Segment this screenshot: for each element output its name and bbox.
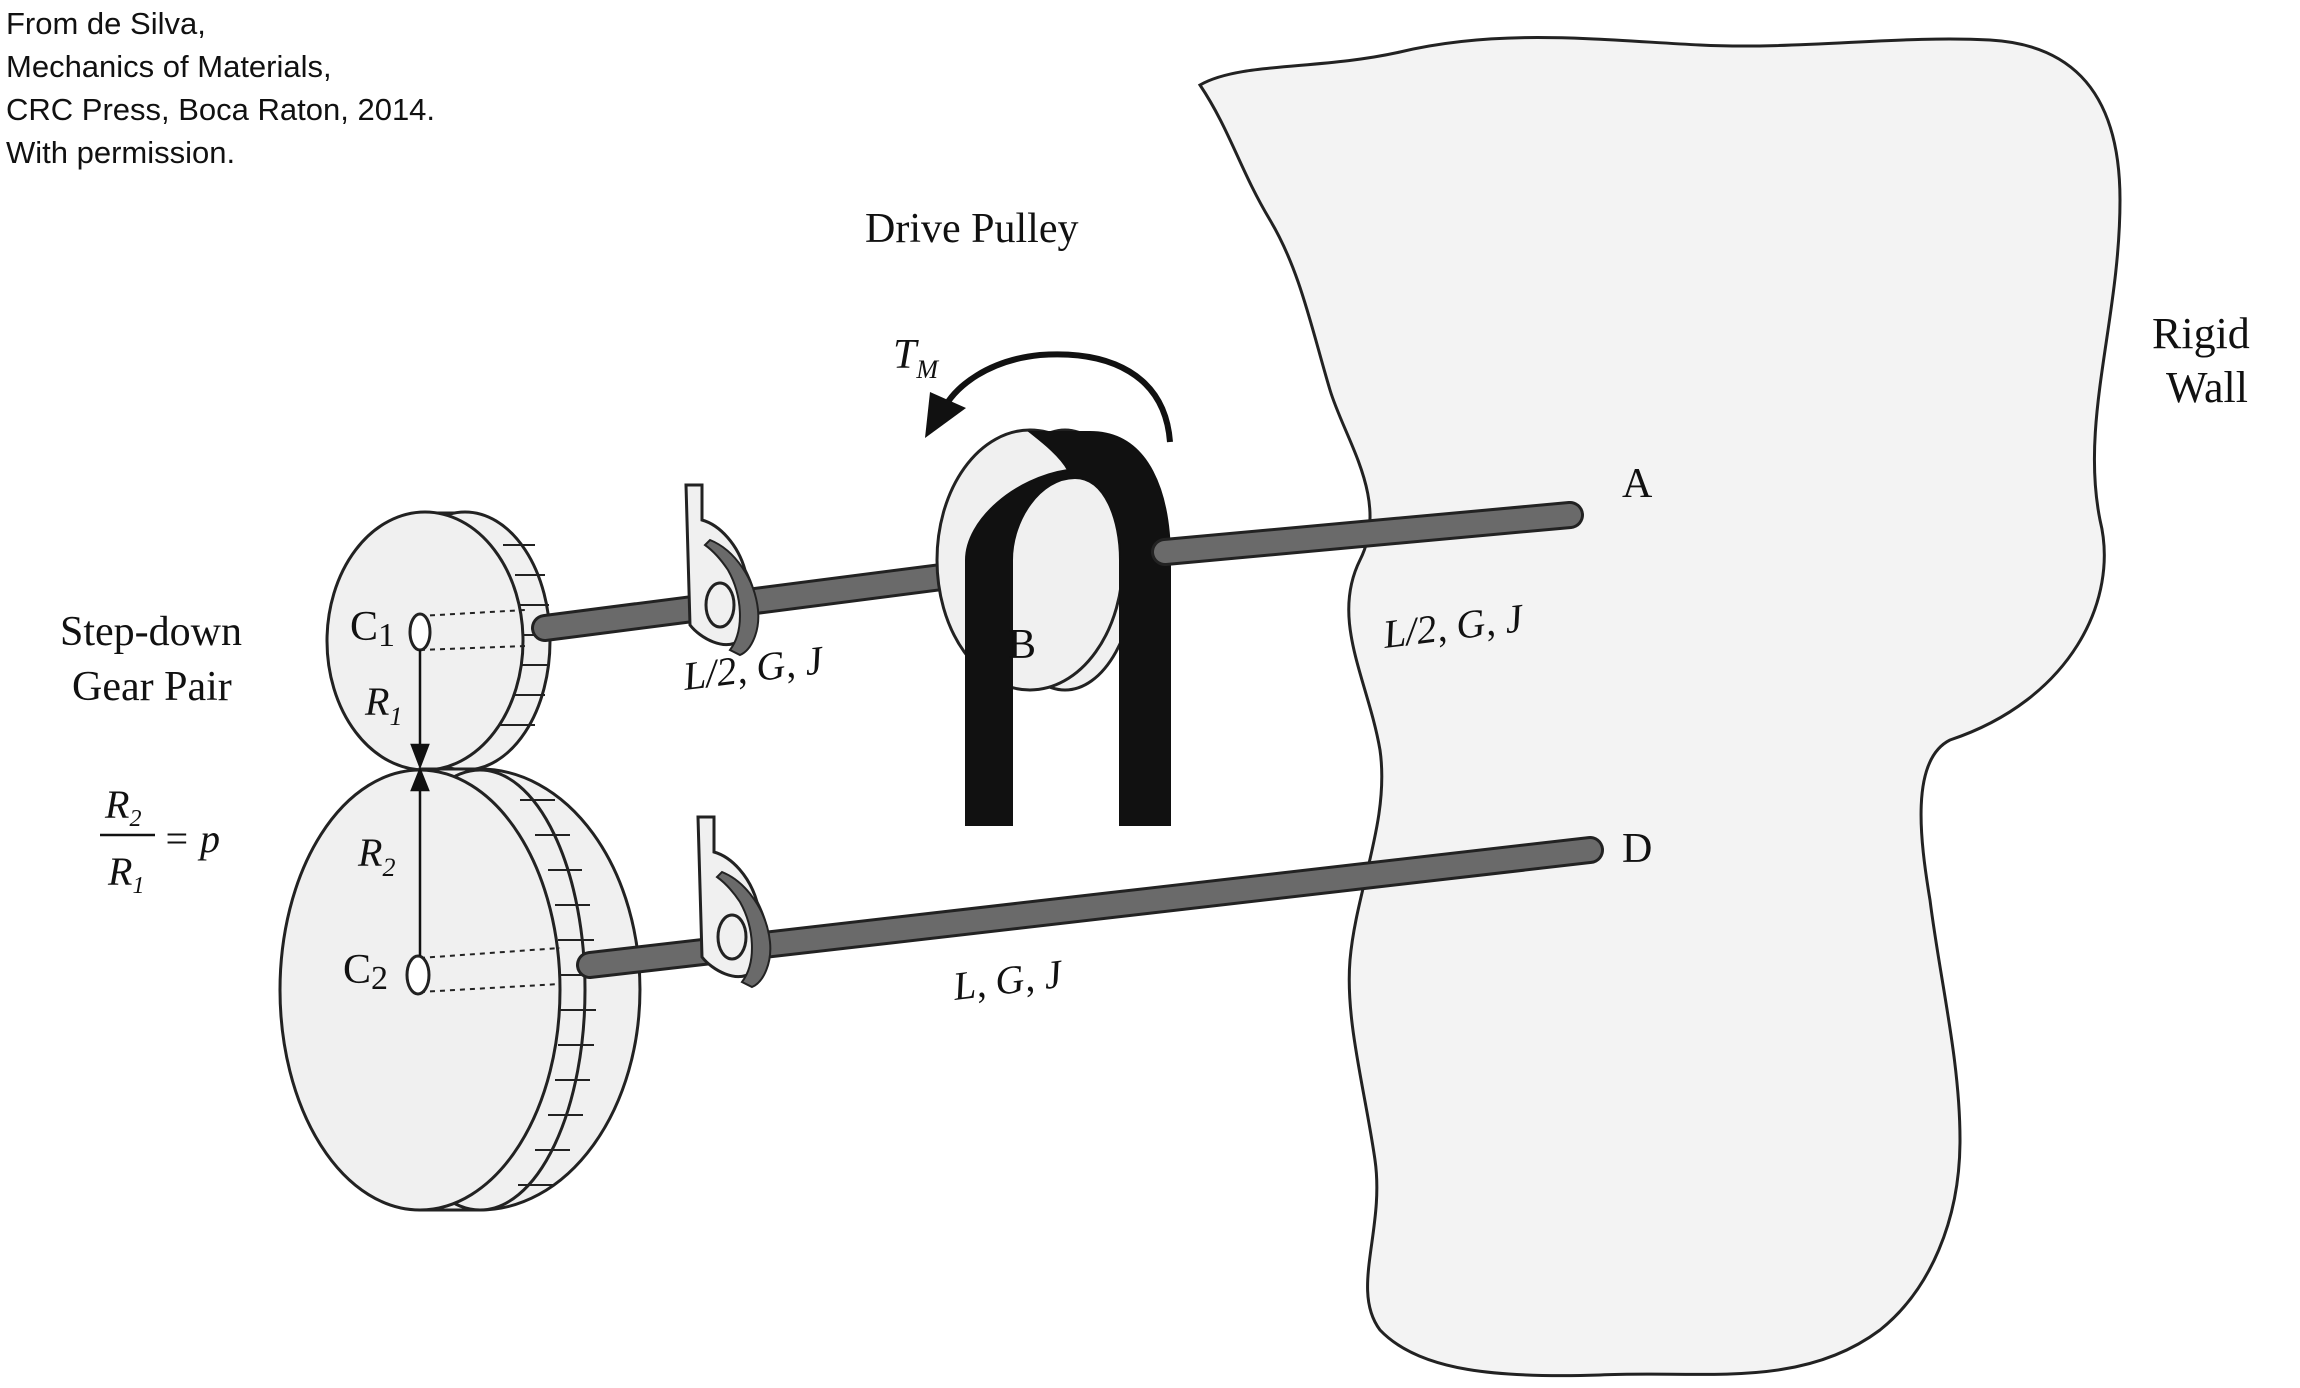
label-shaft-lower: L, G, J (950, 951, 1067, 1009)
label-r1: R1 (364, 679, 402, 731)
radius-r2-arrow (410, 766, 430, 956)
label-point-d: D (1622, 826, 1652, 872)
torque-arrow (925, 351, 1173, 443)
label-step-down: Step-down (60, 609, 242, 655)
ratio-equals-p: = p (163, 816, 220, 861)
drive-belt (965, 431, 1171, 826)
credit-line-4: With permission. (6, 135, 236, 170)
rigid-wall-shape (1197, 36, 2122, 1378)
ratio-numerator: R2 (104, 782, 141, 832)
hub-c1 (408, 612, 432, 652)
credit-line-3: CRC Press, Boca Raton, 2014. (6, 92, 436, 127)
bearing-upper (684, 483, 760, 657)
label-wall: Wall (2166, 363, 2248, 412)
label-point-b: B (1008, 622, 1036, 668)
hub-c2 (405, 954, 431, 996)
label-point-a: A (1622, 461, 1653, 507)
label-r2: R2 (357, 830, 395, 882)
label-shaft-left-upper: L/2, G, J (680, 637, 828, 699)
label-torque: TM (893, 332, 939, 384)
bearing-lower (696, 815, 772, 989)
credit-line-1: From de Silva, (6, 6, 206, 41)
radius-r1-arrow (410, 650, 430, 770)
ratio-denominator: R1 (107, 849, 144, 899)
figure-credit: From de Silva, Mechanics of Materials, C… (6, 2, 435, 174)
credit-line-2: Mechanics of Materials, (6, 49, 332, 84)
label-c1: C1 (350, 604, 395, 654)
label-rigid: Rigid (2152, 309, 2250, 358)
label-gear-pair: Gear Pair (72, 664, 232, 710)
label-drive-pulley: Drive Pulley (865, 206, 1078, 252)
gear-ratio-equation: R2 R1 = p (100, 782, 220, 899)
label-c2: C2 (343, 947, 388, 997)
